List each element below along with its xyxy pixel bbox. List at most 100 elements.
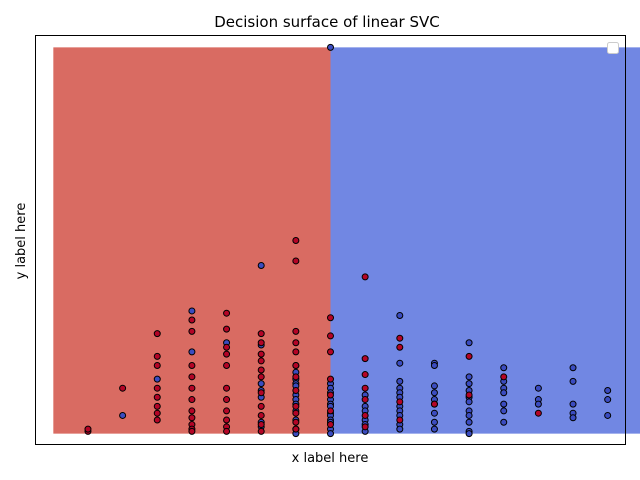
- data-point-red: [292, 425, 300, 433]
- data-point-blue: [534, 400, 542, 408]
- legend-box: [607, 42, 619, 54]
- data-point-red: [361, 371, 369, 379]
- data-point-red: [534, 409, 542, 417]
- data-point-red: [292, 257, 300, 265]
- chart-title: Decision surface of linear SVC: [214, 13, 440, 31]
- data-point-red: [223, 384, 231, 392]
- scatter-points: [84, 43, 612, 438]
- data-point-red: [361, 411, 369, 419]
- plot-area-frame: [35, 35, 626, 445]
- data-point-red: [292, 327, 300, 335]
- data-point-red: [153, 361, 161, 369]
- data-point-red: [84, 425, 92, 433]
- data-point-blue: [569, 377, 577, 385]
- data-point-blue: [465, 339, 473, 347]
- data-point-blue: [465, 411, 473, 419]
- data-point-blue: [430, 425, 438, 433]
- data-point-red: [153, 330, 161, 338]
- data-point-blue: [500, 400, 508, 408]
- data-point-blue: [465, 398, 473, 406]
- data-point-red: [223, 343, 231, 351]
- data-point-red: [292, 373, 300, 381]
- data-point-red: [257, 357, 265, 365]
- data-point-blue: [569, 400, 577, 408]
- data-point-red: [223, 325, 231, 333]
- data-point-red: [223, 361, 231, 369]
- data-point-red: [188, 361, 196, 369]
- data-point-blue: [188, 348, 196, 356]
- data-point-red: [327, 421, 334, 429]
- data-point-blue: [569, 364, 577, 372]
- data-point-blue: [257, 380, 265, 388]
- data-point-blue: [500, 389, 508, 397]
- data-point-red: [153, 393, 161, 401]
- data-point-blue: [604, 396, 612, 404]
- data-point-red: [257, 366, 265, 374]
- data-point-red: [153, 409, 161, 417]
- decision-region-blue: [330, 47, 640, 434]
- data-point-red: [223, 396, 231, 404]
- data-point-red: [188, 327, 196, 335]
- data-point-red: [257, 330, 265, 338]
- data-point-blue: [465, 430, 473, 438]
- data-point-red: [327, 348, 334, 356]
- data-point-red: [257, 373, 265, 381]
- data-point-blue: [604, 386, 612, 394]
- data-point-red: [396, 416, 404, 424]
- data-point-blue: [396, 311, 404, 319]
- data-point-red: [223, 427, 231, 435]
- data-point-red: [500, 373, 508, 381]
- data-point-red: [188, 316, 196, 324]
- data-point-red: [292, 237, 300, 244]
- data-point-red: [465, 352, 473, 360]
- data-point-blue: [465, 418, 473, 426]
- data-point-blue: [465, 380, 473, 388]
- data-point-red: [257, 350, 265, 358]
- data-point-red: [257, 421, 265, 429]
- data-point-red: [292, 409, 300, 417]
- data-point-red: [327, 314, 334, 322]
- data-point-red: [292, 339, 300, 347]
- data-point-blue: [500, 364, 508, 372]
- data-point-red: [327, 332, 334, 340]
- data-point-red: [188, 396, 196, 404]
- data-point-red: [257, 411, 265, 419]
- data-point-red: [361, 355, 369, 363]
- data-point-red: [430, 400, 438, 408]
- data-point-red: [396, 343, 404, 351]
- data-point-red: [153, 416, 161, 424]
- x-axis-label: x label here: [292, 451, 369, 466]
- decision-region-red: [53, 47, 331, 434]
- data-point-blue: [500, 407, 508, 415]
- data-point-blue: [430, 418, 438, 426]
- data-point-blue: [534, 384, 542, 392]
- data-point-blue: [153, 375, 161, 383]
- data-point-red: [327, 407, 334, 415]
- data-point-red: [257, 389, 265, 397]
- data-point-blue: [396, 359, 404, 367]
- data-point-blue: [327, 43, 334, 51]
- data-point-blue: [500, 418, 508, 426]
- data-point-red: [292, 361, 300, 369]
- data-point-red: [465, 391, 473, 399]
- data-point-red: [119, 384, 127, 392]
- data-point-blue: [257, 261, 265, 269]
- data-point-red: [188, 384, 196, 392]
- data-point-blue: [430, 409, 438, 417]
- data-point-red: [396, 334, 404, 342]
- data-point-red: [153, 352, 161, 360]
- data-point-blue: [430, 361, 438, 369]
- data-point-red: [292, 348, 300, 356]
- data-point-red: [153, 402, 161, 410]
- data-point-red: [188, 373, 196, 381]
- data-point-blue: [465, 373, 473, 381]
- data-point-blue: [430, 382, 438, 390]
- data-point-red: [223, 407, 231, 415]
- data-point-red: [257, 427, 265, 435]
- data-point-red: [361, 396, 369, 404]
- data-point-red: [257, 402, 265, 410]
- data-point-blue: [327, 430, 334, 438]
- data-point-red: [361, 423, 369, 431]
- data-point-red: [396, 398, 404, 406]
